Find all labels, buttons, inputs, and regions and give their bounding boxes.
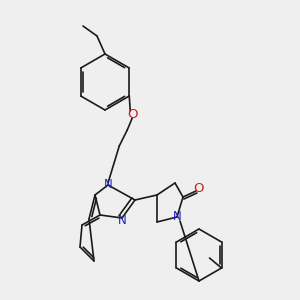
Text: N: N (172, 211, 182, 224)
Text: N: N (103, 178, 112, 191)
Text: O: O (194, 182, 204, 196)
Text: O: O (127, 107, 137, 121)
Text: N: N (118, 214, 126, 226)
